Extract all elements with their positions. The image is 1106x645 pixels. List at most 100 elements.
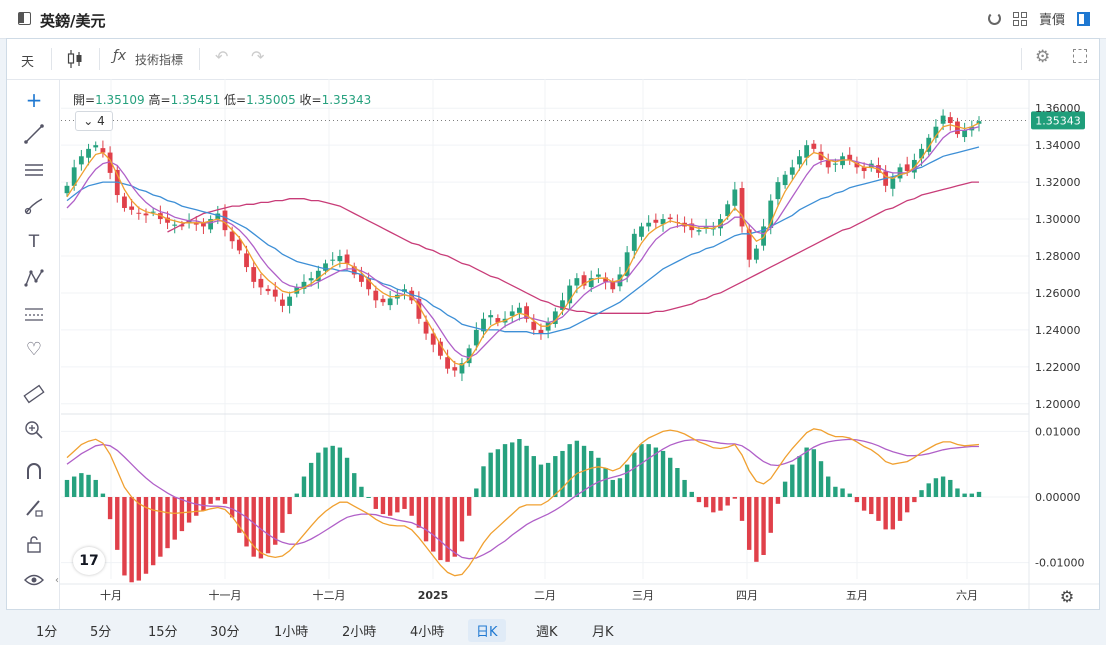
- candle-body: [933, 126, 939, 138]
- candle-body: [438, 341, 443, 356]
- interval-10[interactable]: 月K: [592, 625, 614, 640]
- interval-1[interactable]: 1分: [36, 625, 58, 640]
- candle-body: [251, 267, 257, 282]
- candle-body: [567, 285, 573, 304]
- text-icon[interactable]: T: [28, 232, 40, 252]
- candle-body: [660, 219, 666, 225]
- price-type-label[interactable]: 賣價: [1038, 13, 1065, 28]
- indicator-collapse-button[interactable]: ⌄ 4: [75, 111, 113, 131]
- ohlc-legend: 開=1.35109 高=1.35451 低=1.35005 收=1.35343: [73, 91, 371, 108]
- panel-layout-icon[interactable]: [1077, 11, 1090, 26]
- candle-body: [919, 148, 924, 159]
- timeframe-selector[interactable]: 天: [21, 55, 35, 70]
- candle-body: [330, 259, 336, 261]
- macd-histogram-bar: [474, 488, 479, 497]
- lock-icon[interactable]: [23, 533, 45, 555]
- fullscreen-icon[interactable]: [1073, 49, 1087, 63]
- candle-body: [287, 296, 293, 306]
- interval-4[interactable]: 30分: [210, 625, 240, 640]
- redo-icon[interactable]: ↷: [251, 47, 265, 66]
- macd-histogram-bar: [596, 457, 601, 497]
- zoom-in-icon[interactable]: [23, 419, 45, 441]
- candle-body: [517, 307, 522, 313]
- measure-icon[interactable]: [23, 303, 45, 325]
- candle-body: [739, 188, 745, 227]
- candle-body: [416, 298, 422, 319]
- macd-histogram-bar: [553, 456, 558, 497]
- macd-histogram-bar: [251, 497, 256, 557]
- macd-histogram-bar: [653, 447, 659, 497]
- sidebar-toggle-icon[interactable]: [18, 12, 31, 25]
- fx-icon[interactable]: ƒx: [113, 48, 127, 64]
- macd-histogram-bar: [459, 497, 465, 542]
- macd-histogram-bar: [366, 497, 371, 498]
- candle-body: [373, 290, 379, 301]
- macd-histogram-bar: [359, 486, 364, 497]
- brush-icon[interactable]: [23, 195, 45, 217]
- candle-body: [653, 219, 659, 223]
- grid-layout-icon[interactable]: [1012, 11, 1027, 26]
- macd-histogram-bar: [725, 497, 730, 506]
- parallel-lines-icon[interactable]: [23, 159, 45, 181]
- candle-body: [143, 213, 149, 216]
- candle-body: [639, 226, 644, 237]
- macd-histogram-bar: [194, 497, 199, 516]
- collapse-sidebar-icon[interactable]: ‹: [55, 575, 59, 586]
- macd-histogram-bar: [179, 497, 185, 532]
- interval-7[interactable]: 4小時: [410, 625, 445, 640]
- interval-6[interactable]: 2小時: [342, 625, 377, 640]
- candle-body: [258, 278, 264, 288]
- macd-histogram-bar: [172, 497, 177, 540]
- candle-body: [172, 224, 178, 226]
- interval-2[interactable]: 5分: [90, 625, 112, 640]
- pencil-lock-icon[interactable]: [23, 497, 45, 519]
- trend-line-icon[interactable]: [23, 123, 45, 145]
- macd-histogram-bar: [344, 457, 350, 497]
- refresh-icon[interactable]: [987, 12, 1001, 25]
- interval-8[interactable]: 日K: [468, 619, 506, 642]
- price-chart[interactable]: 1.353431.360001.340001.320001.300001.280…: [7, 39, 1099, 609]
- open-label: 開=: [73, 93, 96, 107]
- title-bar-actions: 賣價: [987, 9, 1090, 28]
- candle-body: [409, 290, 415, 301]
- candle-body: [718, 219, 723, 229]
- macd-histogram-bar: [64, 479, 70, 497]
- macd-histogram-bar: [904, 497, 910, 513]
- macd-histogram-bar: [423, 497, 429, 542]
- macd-histogram-bar: [811, 449, 817, 497]
- candle-body: [574, 278, 580, 286]
- pattern-icon[interactable]: [23, 267, 45, 289]
- ma-long-line: [167, 181, 979, 314]
- ruler-icon[interactable]: [23, 383, 45, 405]
- candle-body: [768, 200, 774, 228]
- candle-body: [524, 306, 529, 319]
- crosshair-icon[interactable]: +: [25, 88, 43, 112]
- candle-body: [78, 156, 84, 165]
- eye-icon[interactable]: [23, 569, 45, 591]
- interval-9[interactable]: 週K: [536, 625, 558, 640]
- heart-icon[interactable]: ♡: [25, 339, 43, 360]
- low-value: 1.35005: [246, 93, 296, 107]
- candle-body: [940, 115, 946, 124]
- time-tick-label: 五月: [846, 589, 868, 602]
- interval-5[interactable]: 1小時: [274, 625, 309, 640]
- ma-mid-line: [66, 126, 980, 359]
- macd-histogram-bar: [431, 497, 436, 552]
- ma-slow-line: [66, 146, 980, 335]
- macd-histogram-bar: [244, 497, 249, 547]
- candle-body: [861, 167, 867, 172]
- macd-histogram-bar: [747, 497, 752, 550]
- macd-histogram-bar: [208, 497, 213, 504]
- settings-icon[interactable]: ⚙: [1035, 47, 1051, 67]
- title-bar: 英鎊/美元 賣價: [0, 0, 1106, 39]
- interval-3[interactable]: 15分: [148, 625, 178, 640]
- page-title: 英鎊/美元: [40, 12, 106, 30]
- magnet-icon[interactable]: [23, 461, 45, 483]
- indicators-button[interactable]: 技術指標: [135, 53, 184, 67]
- chart-toolbar: 天 ƒx 技術指標 ↶ ↷ ⚙: [7, 39, 1099, 80]
- candle-body: [955, 121, 960, 135]
- candle-style-icon[interactable]: [67, 49, 83, 69]
- undo-icon[interactable]: ↶: [215, 47, 229, 66]
- macd-histogram-bar: [337, 447, 343, 497]
- candle-body: [100, 148, 106, 153]
